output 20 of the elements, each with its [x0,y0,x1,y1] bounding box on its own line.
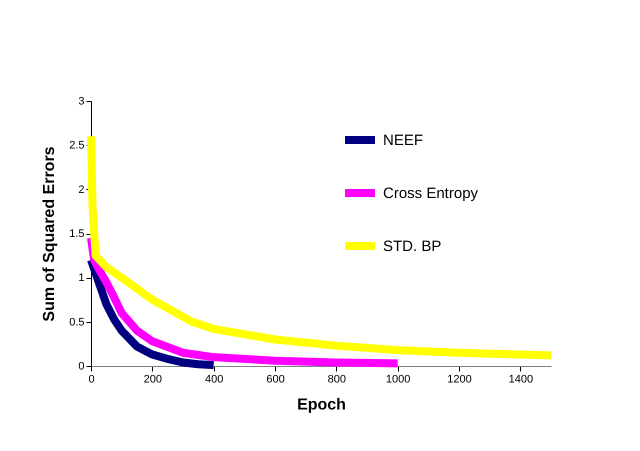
y-tick-label: 1 [78,272,84,284]
legend-label: NEEF [383,132,424,149]
x-tick-label: 1400 [508,374,534,386]
x-tick-label: 1200 [447,374,472,386]
legend-label: STD. BP [383,238,442,255]
y-tick-label: 0 [78,360,84,372]
x-axis-title: Epoch [297,396,346,414]
x-tick-label: 600 [266,374,285,386]
y-tick-label: 1.5 [69,228,84,240]
x-tick-label: 200 [144,374,162,386]
x-tick-label: 800 [328,374,346,386]
x-tick-label: 400 [204,374,224,386]
y-tick-label: 2 [78,184,84,196]
legend-label: Cross Entropy [383,185,479,202]
y-axis-title: Sum of Squared Errors [41,146,58,322]
y-tick-label: 3 [78,96,84,108]
x-tick-label: 0 [88,374,95,386]
y-tick-label: 0.5 [69,316,84,328]
x-tick-label: 1000 [386,374,410,386]
y-tick-label: 2.5 [69,140,84,152]
